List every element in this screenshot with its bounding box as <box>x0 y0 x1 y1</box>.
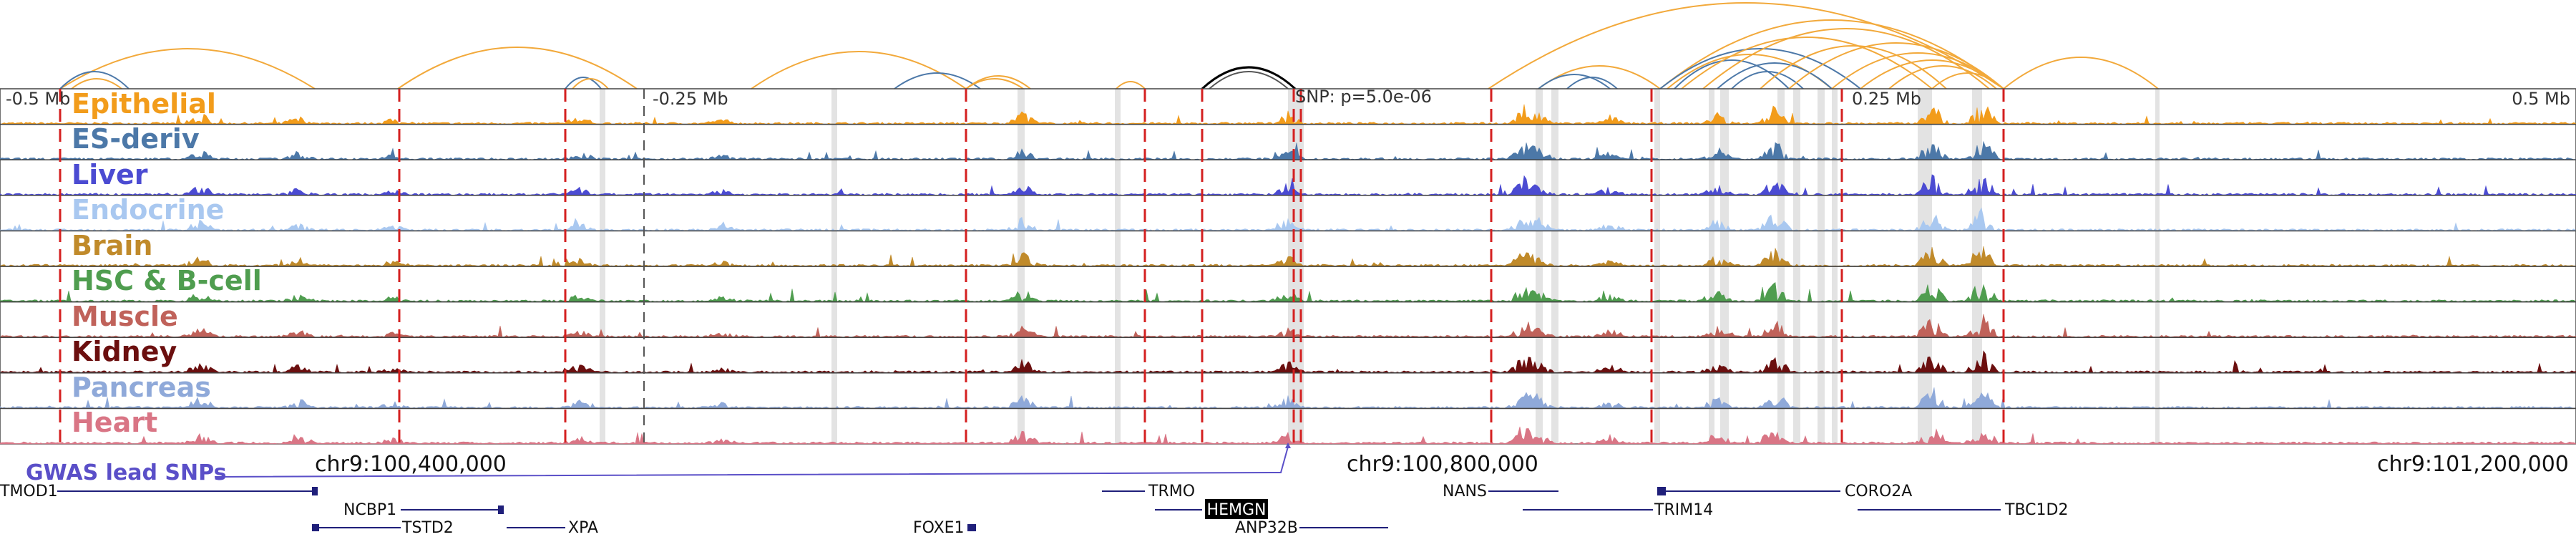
ruler-left-label: -0.5 Mb <box>6 89 70 109</box>
ruler-right-label: 0.5 Mb <box>2512 89 2570 109</box>
gene-label-ncbp1: NCBP1 <box>343 501 396 519</box>
signal-tracks <box>0 88 2576 445</box>
interaction-arc <box>1731 71 1804 90</box>
interaction-arc <box>71 78 122 90</box>
interaction-arc <box>565 77 602 90</box>
track-label-heart: Heart <box>72 407 157 438</box>
track-signal <box>0 140 2576 160</box>
interaction-arc <box>1860 59 2004 90</box>
gene-label-hemgn: HEMGN <box>1207 501 1267 519</box>
track-signal <box>0 426 2576 445</box>
interaction-arc <box>1538 74 1611 90</box>
track-label-kidney: Kidney <box>72 336 177 367</box>
interaction-arc <box>1788 42 2004 90</box>
gene-label-tbc1d2: TBC1D2 <box>2004 501 2068 519</box>
gene-label-nans: NANS <box>1443 483 1487 500</box>
gene-label-anp32b: ANP32B <box>1235 519 1298 537</box>
interaction-arc <box>1488 2 2004 90</box>
interaction-arc <box>965 78 1024 90</box>
track-signal <box>0 207 2576 232</box>
interaction-arc <box>1201 66 1297 90</box>
coord-middle: chr9:100,800,000 <box>1347 452 1538 477</box>
interaction-arc <box>1674 59 1790 90</box>
gwas-label: GWAS lead SNPs <box>26 460 226 485</box>
gene-exon-foxe1 <box>967 524 976 531</box>
interaction-arc <box>1717 62 1833 90</box>
gene-exon-coro2a <box>1657 487 1666 495</box>
gwas-snp-marker <box>1285 442 1291 448</box>
interaction-arc <box>1659 19 2004 90</box>
interaction-arc <box>751 51 967 90</box>
interaction-arc <box>1209 71 1289 90</box>
interaction-arc <box>965 75 1031 90</box>
track-label-epithelial: Epithelial <box>72 88 216 120</box>
ruler-mid-left-label: -0.25 Mb <box>653 89 728 109</box>
gene-exon-tmod1 <box>312 487 318 495</box>
interaction-arc <box>1702 28 1990 90</box>
ruler-mid-right-label: 0.25 Mb <box>1852 89 1921 109</box>
track-label-liver: Liver <box>72 159 148 190</box>
interaction-arc <box>1566 77 1618 90</box>
track-signal <box>0 314 2576 338</box>
coord-right: chr9:101,200,000 <box>2377 452 2569 477</box>
gene-label-trmo: TRMO <box>1148 483 1195 500</box>
gene-exon-tstd2 <box>312 524 319 531</box>
interaction-arc <box>1116 81 1146 90</box>
interaction-arcs <box>59 2 2159 90</box>
track-signal <box>0 387 2576 409</box>
interaction-arc <box>59 48 316 90</box>
track-label-es-deriv: ES-deriv <box>72 123 200 155</box>
gene-label-trim14: TRIM14 <box>1654 501 1713 519</box>
interaction-arc <box>1888 65 1997 90</box>
gene-label-tmod1: TMOD1 <box>0 483 58 500</box>
interaction-arc <box>572 78 609 90</box>
track-label-muscle: Muscle <box>72 301 178 332</box>
gene-annotations: TMOD1 TRMO NANS CORO2A NCBP1 HEMGN TRIM1… <box>0 483 2068 537</box>
gene-label-coro2a: CORO2A <box>1845 483 1912 500</box>
interaction-arc <box>1760 45 1947 90</box>
dashed-markers <box>59 89 2005 444</box>
track-signal <box>0 350 2576 374</box>
interaction-arc <box>1681 37 1933 90</box>
track-signal <box>0 174 2576 196</box>
interaction-arc <box>894 72 981 90</box>
coord-left: chr9:100,400,000 <box>315 452 507 477</box>
interaction-arc <box>1831 52 2004 90</box>
gene-label-xpa: XPA <box>568 519 598 537</box>
track-signal <box>0 246 2576 267</box>
gene-label-foxe1: FOXE1 <box>913 519 965 537</box>
track-signal <box>0 281 2576 303</box>
gene-exon-ncbp1 <box>498 505 504 514</box>
track-label-hsc-b-cell: HSC & B-cell <box>72 265 262 296</box>
ruler-snp-label: SNP: p=5.0e-06 <box>1295 87 1432 107</box>
interaction-arc <box>59 71 130 90</box>
gwas-link-line <box>214 446 1289 478</box>
gene-highlight-hemgn <box>1205 499 1268 519</box>
interaction-arc <box>1659 48 1861 90</box>
interaction-arc <box>2003 57 2159 90</box>
track-label-endocrine: Endocrine <box>72 194 224 226</box>
gene-label-tstd2: TSTD2 <box>401 519 454 537</box>
track-label-pancreas: Pancreas <box>72 372 211 403</box>
interaction-arc <box>397 47 638 90</box>
track-label-brain: Brain <box>72 230 152 261</box>
